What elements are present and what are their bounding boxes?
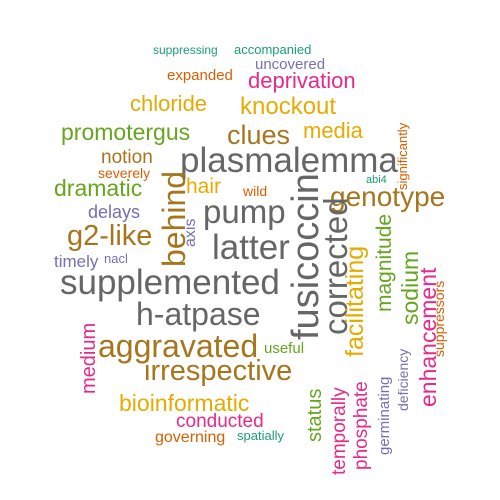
word-conducted: conducted — [176, 411, 264, 432]
word-supplemented: supplemented — [60, 263, 280, 302]
word-suppressors: suppressors — [431, 280, 447, 357]
word-deprivation: deprivation — [248, 68, 356, 93]
word-timely: timely — [54, 252, 99, 271]
word-abi4: abi4 — [366, 174, 387, 186]
word-promotergus: promotergus — [61, 119, 191, 145]
word-clues: clues — [227, 120, 291, 150]
word-uncovered: uncovered — [255, 56, 326, 73]
word-dramatic: dramatic — [54, 175, 143, 201]
word-delays: delays — [88, 202, 141, 222]
word-germinating: germinating — [376, 376, 393, 455]
word-severely: severely — [98, 165, 151, 181]
word-bioinformatic: bioinformatic — [119, 390, 250, 416]
word-accompanied: accompanied — [234, 42, 312, 57]
word-notion: notion — [101, 147, 153, 168]
word-status: status — [304, 388, 326, 442]
word-g2-like: g2-like — [67, 220, 153, 252]
word-facilitating: facilitating — [341, 245, 369, 357]
word-aggravated: aggravated — [98, 328, 259, 364]
word-latter: latter — [212, 228, 290, 267]
word-magnitude: magnitude — [373, 213, 396, 312]
word-nacl: nacl — [104, 251, 128, 266]
word-suppressing: suppressing — [153, 43, 218, 57]
word-useful: useful — [264, 340, 305, 357]
word-irrespective: irrespective — [144, 355, 293, 387]
word-spatially: spatially — [237, 428, 284, 443]
word-genotype: genotype — [330, 181, 446, 212]
word-temporally: temporally — [329, 387, 350, 475]
word-chloride: chloride — [130, 91, 208, 116]
word-medium: medium — [78, 322, 100, 394]
word-deficiency: deficiency — [395, 348, 411, 411]
word-knockout: knockout — [240, 93, 337, 120]
word-hair: hair — [186, 175, 222, 198]
word-plasmalemma: plasmalemma — [180, 141, 398, 180]
word-media: media — [303, 118, 363, 143]
word-phosphate: phosphate — [351, 381, 372, 470]
word-governing: governing — [155, 429, 226, 446]
word-wild: wild — [243, 183, 268, 199]
word-h-atpase: h-atpase — [136, 296, 261, 332]
word-expanded: expanded — [167, 67, 233, 84]
word-axis: axis — [182, 218, 199, 247]
word-pump: pump — [203, 193, 286, 230]
